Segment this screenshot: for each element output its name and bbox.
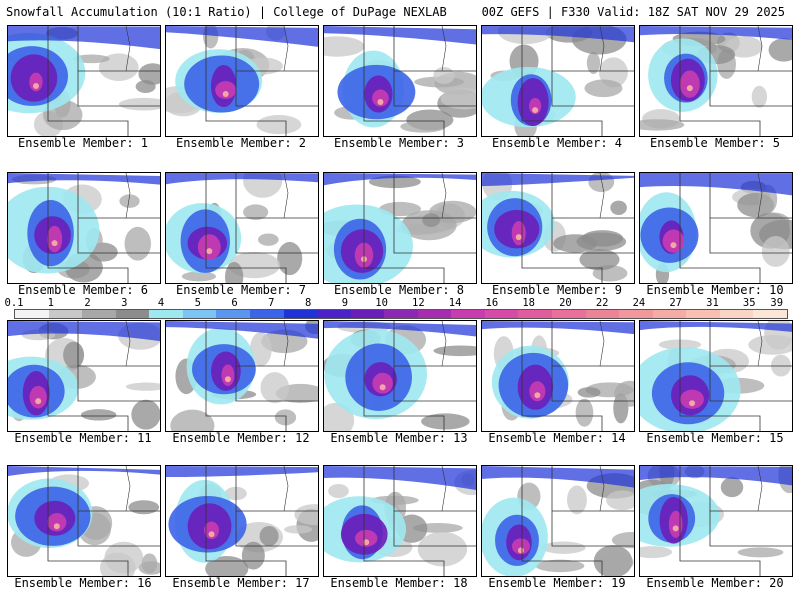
map-panel-member-2 — [165, 25, 319, 137]
scale-label: 1 — [47, 297, 54, 309]
scale-label: 20 — [559, 297, 572, 309]
panel-caption: Ensemble Member: 19 — [488, 576, 626, 590]
scale-label: 10 — [375, 297, 388, 309]
map-panel-member-20 — [639, 465, 793, 577]
map-panel-member-4 — [481, 25, 635, 137]
panel-caption: Ensemble Member: 13 — [330, 431, 468, 445]
panel-caption: Ensemble Member: 6 — [17, 283, 149, 297]
scale-swatch — [451, 310, 485, 318]
map-panel-member-12 — [165, 320, 319, 432]
scale-swatch — [216, 310, 250, 318]
color-scale-labels: 0.1 1 2 3 4 5 6 7 8 9 10 12 14 16 18 20 … — [5, 297, 786, 309]
map-panel-member-10 — [639, 172, 793, 284]
panel-caption: Ensemble Member: 20 — [646, 576, 784, 590]
panel-caption: Ensemble Member: 2 — [175, 136, 307, 150]
scale-label: 22 — [595, 297, 609, 309]
map-panel-member-17 — [165, 465, 319, 577]
scale-label: 27 — [669, 297, 682, 309]
panel-caption: Ensemble Member: 17 — [172, 576, 310, 590]
scale-label: 14 — [448, 297, 462, 309]
scale-swatch — [82, 310, 116, 318]
scale-swatch — [484, 310, 519, 318]
panel-caption: Ensemble Member: 16 — [14, 576, 152, 590]
scale-swatch — [149, 310, 183, 318]
panel-caption: Ensemble Member: 4 — [491, 136, 623, 150]
panel-caption: Ensemble Member: 9 — [491, 283, 623, 297]
run-valid-time: 00Z GEFS | F330 Valid: 18Z SAT NOV 29 20… — [481, 5, 785, 19]
panel-caption: Ensemble Member: 8 — [333, 283, 465, 297]
scale-label: 18 — [522, 297, 536, 309]
scale-label: 35 — [742, 297, 756, 309]
map-panel-member-3 — [323, 25, 477, 137]
map-panel-member-5 — [639, 25, 793, 137]
scale-label: 0.1 — [4, 297, 24, 309]
scale-label: 8 — [304, 297, 312, 309]
scale-swatch — [249, 310, 284, 318]
scale-label: 4 — [157, 297, 165, 309]
map-panel-member-11 — [7, 320, 161, 432]
scale-swatch — [417, 310, 452, 318]
map-panel-member-1 — [7, 25, 161, 137]
scale-swatch — [350, 310, 385, 318]
panel-caption: Ensemble Member: 12 — [172, 431, 310, 445]
panel-caption: Ensemble Member: 1 — [17, 136, 149, 150]
map-panel-member-13 — [323, 320, 477, 432]
panel-caption: Ensemble Member: 10 — [646, 283, 784, 297]
scale-swatch — [719, 310, 754, 318]
chart-title: Snowfall Accumulation (10:1 Ratio) | Col… — [6, 5, 447, 19]
scale-label: 6 — [231, 297, 238, 309]
map-panel-member-8 — [323, 172, 477, 284]
scale-swatch — [686, 310, 720, 318]
scale-label: 7 — [268, 297, 275, 309]
scale-swatch — [619, 310, 653, 318]
scale-swatch — [48, 310, 83, 318]
scale-swatch — [552, 310, 586, 318]
panel-caption: Ensemble Member: 3 — [333, 136, 465, 150]
scale-label: 2 — [84, 297, 91, 309]
scale-swatch — [652, 310, 687, 318]
panel-caption: Ensemble Member: 7 — [175, 283, 307, 297]
panel-caption: Ensemble Member: 18 — [330, 576, 468, 590]
panel-caption: Ensemble Member: 15 — [646, 431, 784, 445]
map-panel-member-16 — [7, 465, 161, 577]
map-panel-member-7 — [165, 172, 319, 284]
scale-swatch — [753, 310, 787, 318]
scale-label: 31 — [706, 297, 719, 309]
scale-label: 39 — [770, 297, 784, 309]
scale-swatch — [317, 310, 351, 318]
map-panel-member-9 — [481, 172, 635, 284]
map-panel-member-18 — [323, 465, 477, 577]
color-scale-bar — [14, 309, 788, 319]
map-panel-member-19 — [481, 465, 635, 577]
panel-caption: Ensemble Member: 11 — [14, 431, 152, 445]
scale-swatch — [518, 310, 552, 318]
map-panel-member-14 — [481, 320, 635, 432]
scale-label: 9 — [341, 297, 349, 309]
scale-label: 5 — [194, 297, 201, 309]
scale-label: 24 — [632, 297, 646, 309]
panel-caption: Ensemble Member: 14 — [488, 431, 626, 445]
scale-swatch — [182, 310, 217, 318]
scale-swatch — [585, 310, 620, 318]
panel-caption: Ensemble Member: 5 — [649, 136, 781, 150]
map-panel-member-15 — [639, 320, 793, 432]
scale-label: 12 — [412, 297, 425, 309]
scale-label: 16 — [485, 297, 499, 309]
scale-swatch — [384, 310, 418, 318]
map-panel-member-6 — [7, 172, 161, 284]
scale-swatch — [15, 310, 49, 318]
scale-label: 3 — [121, 297, 128, 309]
scale-swatch — [115, 310, 150, 318]
scale-swatch — [283, 310, 318, 318]
